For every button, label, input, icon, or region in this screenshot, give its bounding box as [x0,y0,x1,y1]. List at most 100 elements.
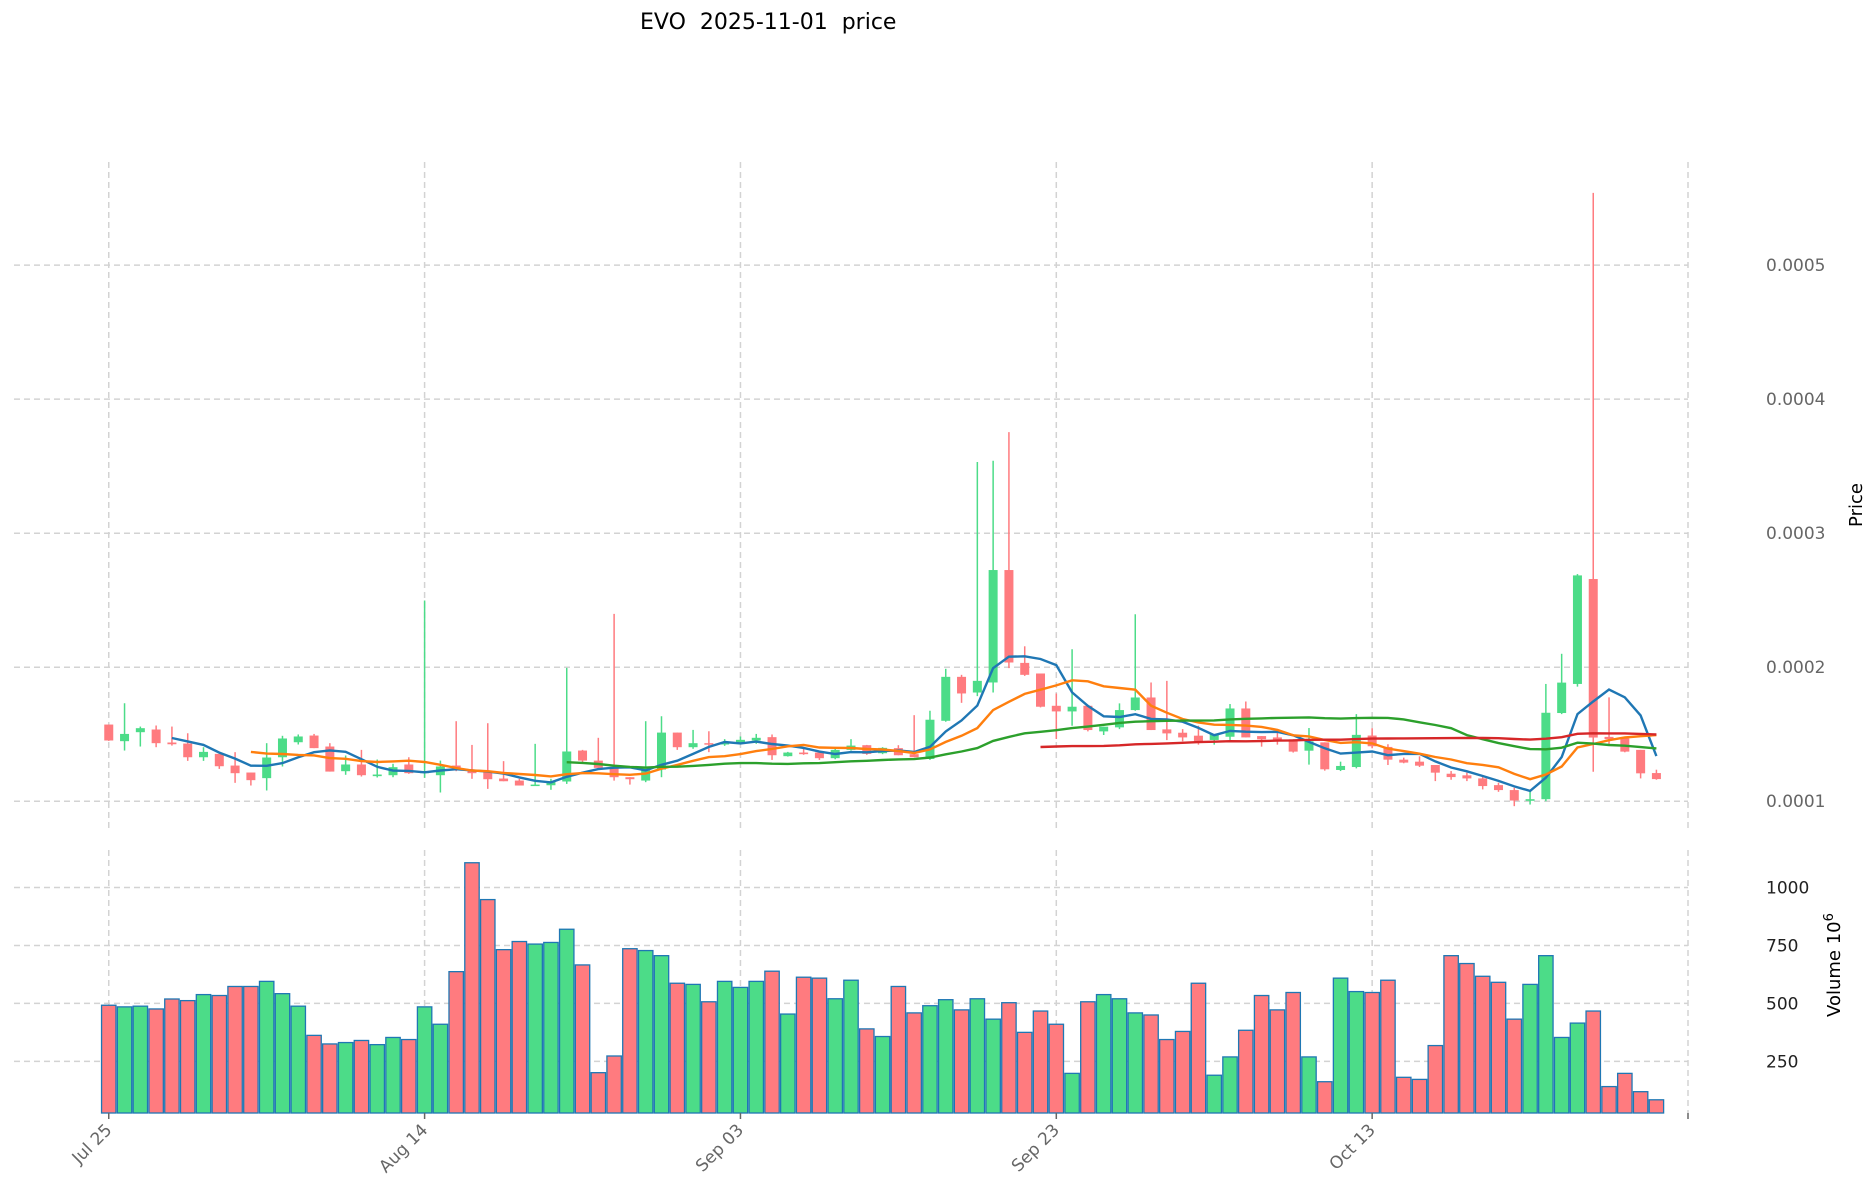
volume-bar [795,976,812,1114]
volume-bar [527,943,544,1114]
candle [609,613,619,781]
volume-bar [495,948,512,1114]
candle-body [1099,726,1109,732]
candle [277,735,287,767]
candle-body [1241,708,1251,738]
candle-body [1541,712,1551,800]
volume-bar [732,986,749,1114]
candle [1130,614,1140,711]
volume-bar [1111,998,1128,1114]
candle-body [104,724,114,741]
candle [1478,776,1488,790]
volume-bar [1237,1029,1254,1114]
volume-bar [1443,955,1459,1114]
candle [1651,769,1661,780]
moving-average-10-line [250,679,1657,781]
volume-tick-label: 500 [1766,994,1798,1014]
volume-bar [1174,1030,1191,1114]
candle [925,710,935,760]
price-tick-label: 0.0001 [1766,792,1825,812]
candle-body [1509,790,1519,801]
candle [120,703,130,751]
candle [783,751,793,757]
volume-bar [1316,1081,1333,1114]
volume-bar [1474,975,1491,1114]
candle [1462,772,1472,782]
volume-bar [1553,1036,1570,1114]
candle-body [941,676,951,721]
candle [688,729,698,749]
volume-bar [1348,990,1365,1114]
candle [1336,761,1346,772]
candle-body [1351,734,1361,768]
candle [1051,693,1061,740]
volume-bar [1364,991,1381,1114]
volume-bar [890,985,907,1114]
volume-bar [622,948,638,1114]
candle-body [1493,785,1503,791]
volume-bar [243,985,259,1114]
candle-body [135,728,145,733]
candle-body [1636,749,1646,774]
candle-body [957,676,967,694]
volume-bar [764,970,780,1114]
volume-bar [1016,1031,1033,1114]
candle-body [562,751,572,782]
candle [1399,757,1409,764]
candle-body [1383,746,1393,760]
volume-bar [1190,982,1207,1114]
volume-bar [1506,1018,1523,1114]
volume-bar [1616,1072,1633,1114]
candle [356,749,366,777]
x-tick-label: Aug 14 [375,1120,432,1177]
volume-bar [1632,1091,1649,1114]
volume-axis-exponent: 6 [1822,913,1837,921]
candle [1525,791,1535,805]
volume-bar [179,999,196,1114]
candle-body [1225,708,1235,737]
candle [309,733,319,749]
candle [230,752,240,783]
volume-bar [479,898,496,1114]
candle-body [1320,742,1330,770]
candle-body [1257,736,1267,740]
candle-body [451,765,461,768]
candle-body [925,719,935,759]
candle-body [1193,735,1203,742]
candle [514,778,524,786]
candle [1225,704,1235,740]
candle-body [578,750,588,761]
volume-bar [874,1035,891,1114]
candle-body [372,774,382,777]
candle-body [625,777,635,780]
volume-bar [353,1039,370,1114]
volume-tick-label: 250 [1766,1052,1798,1072]
volume-bar [858,1028,875,1114]
candle-body [1367,735,1377,747]
candle [1162,680,1172,741]
candle [199,747,209,761]
candle-body [293,736,303,743]
volume-bar [1538,955,1554,1114]
candle-body [909,754,919,758]
candles [104,192,1661,807]
candle-body [1272,737,1282,740]
candle-body [199,751,209,758]
volume-bar [1285,991,1302,1114]
volume-bar [432,1023,449,1114]
candle-body [467,770,477,774]
candle-body [1178,732,1188,738]
candle-body [1336,765,1346,770]
candle-body [183,743,193,758]
candle [167,726,177,746]
candle-body [1067,706,1077,712]
moving-average-60-line [1040,732,1657,749]
volume-bar [637,949,654,1114]
volume-bar [1459,962,1475,1114]
volume-bar [116,1006,133,1114]
volume-bar [1048,1023,1065,1114]
candle-body [814,752,824,759]
volume-bar [574,964,591,1114]
candle [1004,432,1014,669]
volume-bar [1490,981,1507,1114]
